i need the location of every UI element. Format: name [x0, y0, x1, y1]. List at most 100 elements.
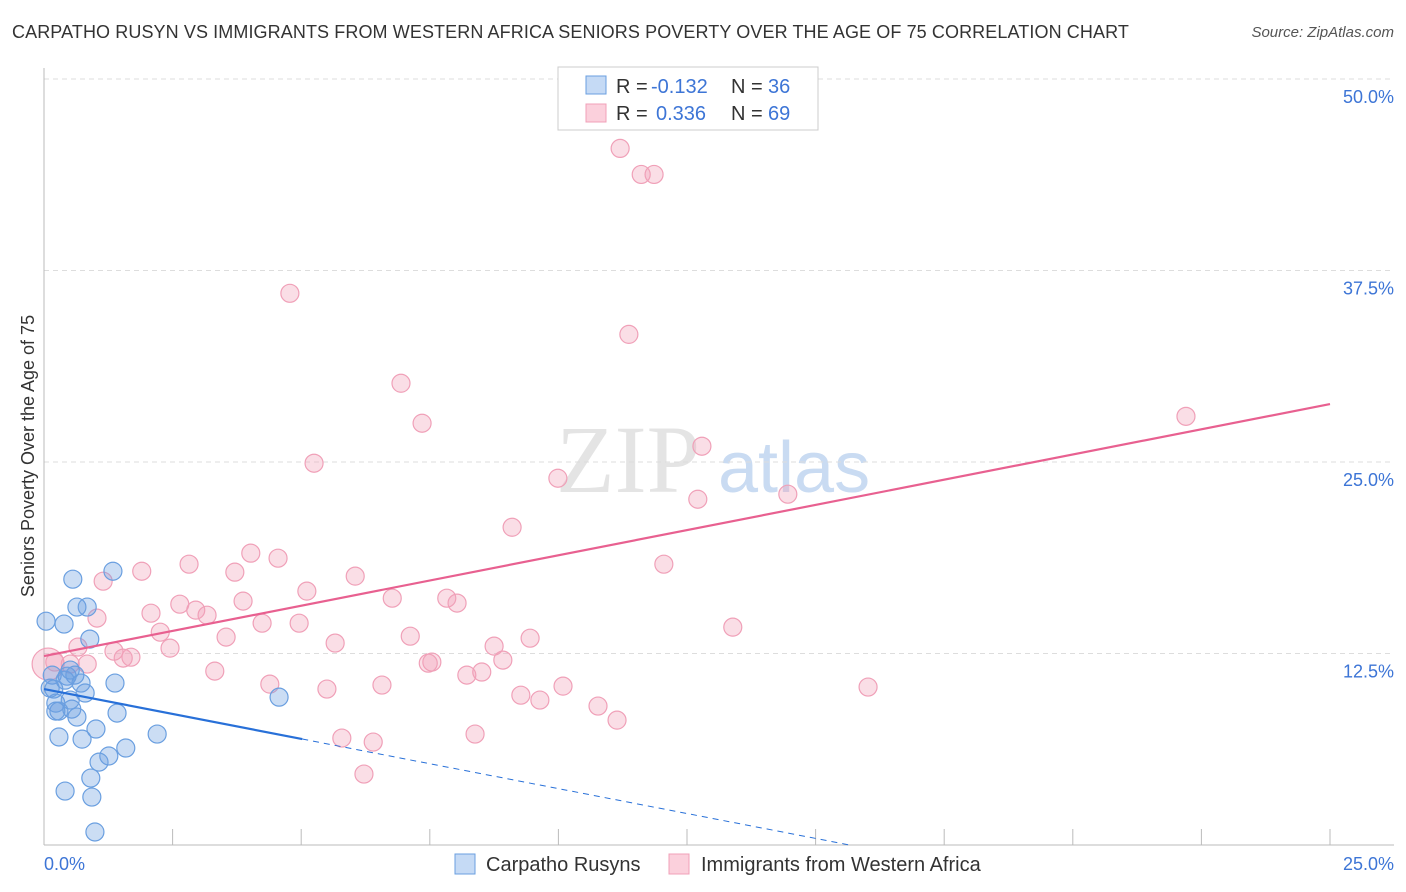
data-point-western-africa	[688, 489, 708, 509]
data-point-western-africa	[280, 283, 300, 303]
watermark-zip: ZIP	[556, 406, 700, 513]
data-point-carpatho	[81, 768, 101, 788]
data-point-carpatho	[36, 611, 56, 631]
data-point-carpatho	[46, 701, 66, 721]
data-point-carpatho	[77, 597, 97, 617]
data-point-western-africa	[87, 608, 107, 628]
data-point-western-africa	[241, 543, 261, 563]
data-point-carpatho	[105, 673, 125, 693]
data-point-carpatho	[116, 738, 136, 758]
legend-swatch-carpatho	[454, 853, 476, 875]
x-tick-label-min: 0.0%	[44, 854, 85, 874]
data-point-western-africa	[778, 484, 798, 504]
data-point-carpatho	[60, 660, 80, 680]
data-point-western-africa	[77, 654, 97, 674]
data-point-western-africa	[520, 628, 540, 648]
data-point-carpatho	[82, 787, 102, 807]
data-point-western-africa	[588, 696, 608, 716]
data-point-western-africa	[170, 594, 190, 614]
r-value: -0.132	[651, 76, 708, 98]
source-label: Source: ZipAtlas.com	[1251, 24, 1394, 41]
data-point-carpatho	[55, 781, 75, 801]
data-point-western-africa	[654, 554, 674, 574]
data-point-western-africa	[252, 613, 272, 633]
data-point-western-africa	[607, 710, 627, 730]
data-point-western-africa	[205, 661, 225, 681]
data-point-western-africa	[511, 685, 531, 705]
stats-legend: R = -0.132 N = 36 R = 0.336 N = 69	[557, 66, 819, 131]
data-point-carpatho	[86, 719, 106, 739]
data-point-western-africa	[186, 600, 206, 620]
n-label: N =	[731, 103, 763, 125]
data-point-western-africa	[692, 436, 712, 456]
legend-swatch-pink	[585, 103, 607, 123]
data-point-western-africa	[233, 591, 253, 611]
data-point-western-africa	[437, 588, 457, 608]
data-point-western-africa	[412, 413, 432, 433]
legend-swatch-blue	[585, 75, 607, 95]
data-point-western-africa	[345, 566, 365, 586]
data-point-carpatho	[67, 707, 87, 727]
data-point-carpatho	[107, 703, 127, 723]
chart-title: CARPATHO RUSYN VS IMMIGRANTS FROM WESTER…	[12, 22, 1129, 42]
data-point-western-africa	[260, 674, 280, 694]
data-point-carpatho	[72, 729, 92, 749]
n-value: 69	[768, 103, 790, 125]
data-point-western-africa	[216, 627, 236, 647]
data-point-western-africa	[325, 633, 345, 653]
data-point-western-africa	[418, 653, 438, 673]
data-point-carpatho	[89, 752, 109, 772]
data-point-western-africa	[502, 517, 522, 537]
r-value: 0.336	[656, 103, 706, 125]
n-value: 36	[768, 76, 790, 98]
x-tick-label-max: 25.0%	[1343, 854, 1394, 874]
data-point-western-africa	[644, 164, 664, 185]
data-point-western-africa	[197, 605, 217, 625]
trend-line-western-africa	[43, 403, 1331, 658]
data-point-carpatho	[49, 727, 69, 747]
data-point-western-africa	[179, 554, 199, 574]
data-point-western-africa	[484, 636, 504, 656]
data-point-western-africa	[121, 647, 141, 667]
data-point-western-africa	[297, 581, 317, 601]
data-point-western-africa	[354, 764, 374, 784]
data-point-western-africa	[132, 561, 152, 581]
data-point-carpatho	[85, 822, 105, 842]
data-point-western-africa	[1176, 406, 1196, 426]
data-point-western-africa	[493, 650, 513, 670]
data-point-western-africa	[160, 638, 180, 658]
data-point-western-africa	[304, 453, 324, 473]
trend-line-extension	[302, 738, 852, 846]
data-point-western-africa	[610, 138, 630, 158]
data-point-carpatho	[147, 724, 167, 744]
data-point-western-africa	[447, 593, 467, 613]
data-point-western-africa	[93, 571, 113, 591]
y-tick-label: 37.5%	[1343, 279, 1394, 299]
data-point-western-africa	[553, 676, 573, 696]
data-point-western-africa	[858, 677, 878, 697]
legend-label-carpatho: Carpatho Rusyns	[486, 854, 641, 876]
legend-swatch-western-africa	[668, 853, 690, 875]
data-point-western-africa	[472, 662, 492, 682]
r-label: R =	[616, 103, 648, 125]
y-tick-label: 25.0%	[1343, 470, 1394, 490]
data-point-western-africa	[723, 617, 743, 637]
data-point-carpatho	[99, 746, 119, 766]
data-point-western-africa	[400, 626, 420, 646]
data-point-western-africa	[225, 562, 245, 582]
legend-label-western-africa: Immigrants from Western Africa	[701, 854, 982, 876]
data-point-western-africa	[141, 603, 161, 623]
data-point-carpatho	[71, 673, 91, 693]
data-point-western-africa	[382, 588, 402, 608]
watermark-atlas: atlas	[718, 428, 870, 508]
data-point-western-africa	[548, 468, 568, 488]
data-point-carpatho	[55, 670, 75, 690]
data-point-carpatho	[269, 687, 289, 707]
y-tick-label: 12.5%	[1343, 662, 1394, 682]
data-point-western-africa	[619, 324, 639, 344]
data-point-carpatho	[103, 561, 123, 581]
r-label: R =	[616, 76, 648, 98]
data-point-western-africa	[363, 732, 383, 752]
